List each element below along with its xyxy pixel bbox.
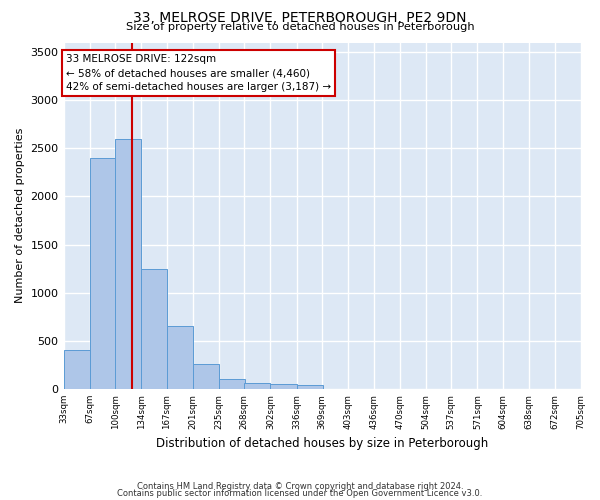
Bar — [141, 268, 167, 389]
Text: 33 MELROSE DRIVE: 122sqm
← 58% of detached houses are smaller (4,460)
42% of sem: 33 MELROSE DRIVE: 122sqm ← 58% of detach… — [66, 54, 331, 92]
X-axis label: Distribution of detached houses by size in Peterborough: Distribution of detached houses by size … — [156, 437, 488, 450]
Bar — [193, 364, 219, 389]
Text: Size of property relative to detached houses in Peterborough: Size of property relative to detached ho… — [125, 22, 475, 32]
Text: 33, MELROSE DRIVE, PETERBOROUGH, PE2 9DN: 33, MELROSE DRIVE, PETERBOROUGH, PE2 9DN — [133, 11, 467, 25]
Bar — [115, 138, 141, 389]
Y-axis label: Number of detached properties: Number of detached properties — [15, 128, 25, 304]
Bar — [64, 350, 89, 389]
Text: Contains public sector information licensed under the Open Government Licence v3: Contains public sector information licen… — [118, 489, 482, 498]
Bar — [219, 380, 245, 389]
Bar — [244, 383, 271, 389]
Bar — [89, 158, 116, 389]
Bar — [296, 385, 323, 389]
Bar — [271, 384, 296, 389]
Bar — [167, 326, 193, 389]
Text: Contains HM Land Registry data © Crown copyright and database right 2024.: Contains HM Land Registry data © Crown c… — [137, 482, 463, 491]
